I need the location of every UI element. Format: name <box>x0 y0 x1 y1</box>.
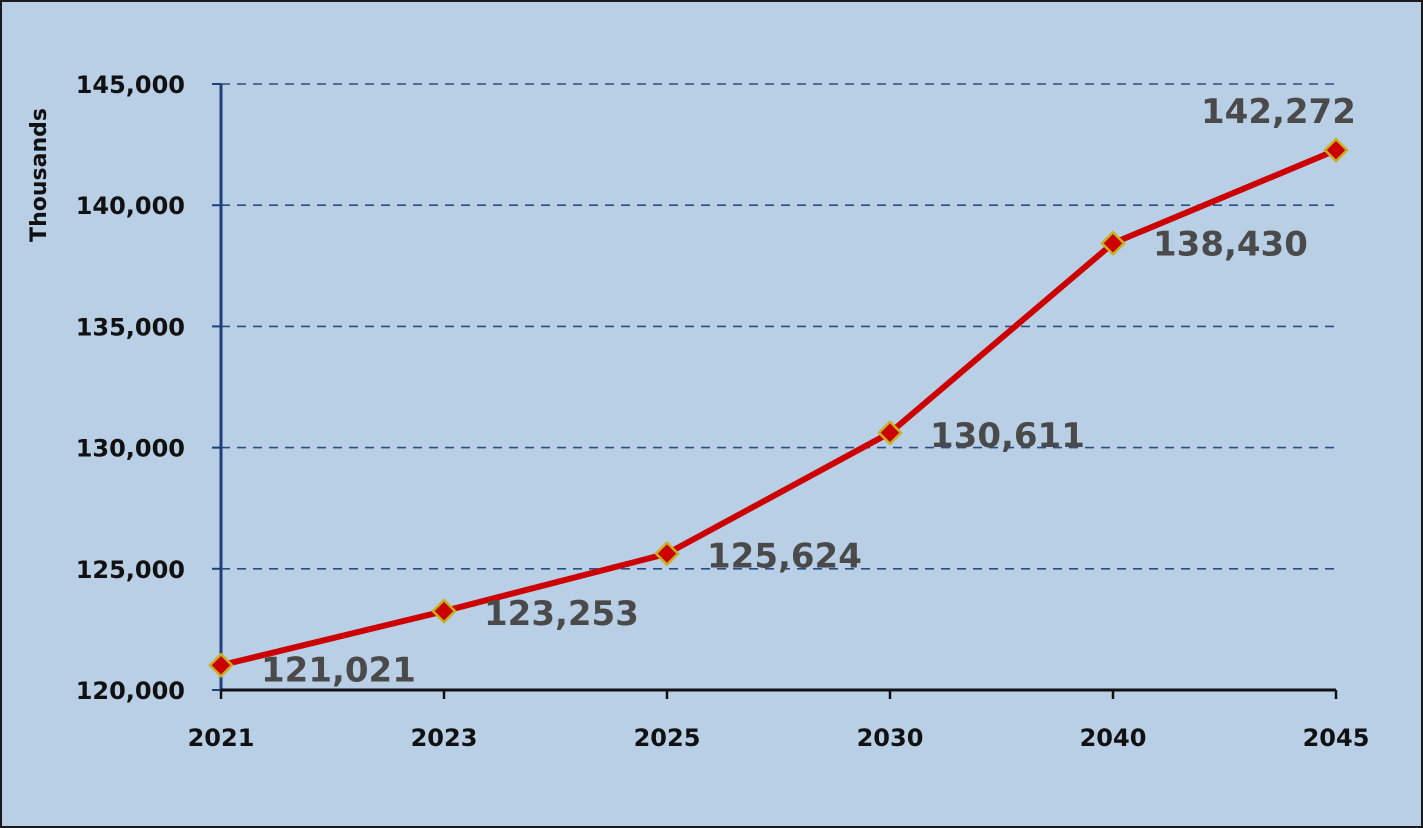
x-tick-label: 2021 <box>188 724 255 752</box>
y-axis-title: Thousands <box>27 108 52 242</box>
data-label: 142,272 <box>1201 92 1356 132</box>
x-tick-label: 2023 <box>411 724 478 752</box>
y-tick-label: 140,000 <box>76 192 185 220</box>
data-point-marker <box>1323 137 1349 163</box>
y-tick-label: 130,000 <box>76 435 185 463</box>
x-tick-label: 2030 <box>857 724 924 752</box>
data-label: 123,253 <box>484 594 639 634</box>
data-point-marker <box>877 420 903 446</box>
x-tick-labels: 2021 2023 2025 2030 2040 2045 <box>188 724 1370 752</box>
x-tick-label: 2045 <box>1303 724 1370 752</box>
data-point-marker <box>431 598 457 624</box>
data-point-marker <box>208 652 234 679</box>
y-tick-labels: 120,000 125,000 130,000 135,000 140,000 145,0… <box>76 71 185 705</box>
y-tick-label: 120,000 <box>76 677 185 705</box>
series <box>208 137 1349 679</box>
x-tick-label: 2040 <box>1080 724 1147 752</box>
series-line <box>220 147 1338 669</box>
data-point-marker <box>1100 230 1126 257</box>
data-label: 121,021 <box>261 650 416 690</box>
data-label: 138,430 <box>1153 224 1308 264</box>
y-tick-label: 125,000 <box>76 556 185 584</box>
y-tick-label: 135,000 <box>76 313 185 341</box>
x-tick-label: 2025 <box>634 724 701 752</box>
y-tick-label: 145,000 <box>76 71 185 99</box>
axes <box>212 83 1338 699</box>
data-labels: 121,021 123,253 125,624 130,611 138,430 142,2… <box>261 92 1356 690</box>
data-label: 125,624 <box>707 537 862 577</box>
data-label: 130,611 <box>930 416 1085 456</box>
gridlines <box>221 83 1336 570</box>
data-point-marker <box>654 540 680 567</box>
